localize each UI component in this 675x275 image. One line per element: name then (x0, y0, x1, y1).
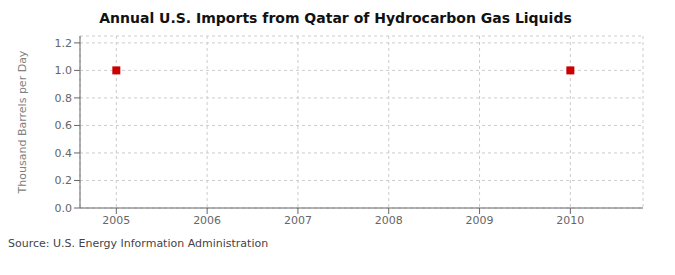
svg-text:2007: 2007 (284, 214, 312, 227)
svg-text:2010: 2010 (556, 214, 584, 227)
svg-text:2009: 2009 (466, 214, 494, 227)
svg-text:1.2: 1.2 (55, 37, 73, 50)
html-text:Source: U.S. Energy Informatio: Source: U.S. Energy Information Administ… (8, 237, 269, 250)
svg-text:1.0: 1.0 (55, 64, 73, 77)
svg-text:0.0: 0.0 (55, 202, 73, 215)
svg-text:0.4: 0.4 (55, 147, 73, 160)
svg-text:Thousand Barrels per Day: Thousand Barrels per Day (16, 50, 29, 194)
svg-text:0.2: 0.2 (55, 174, 73, 187)
svg-text:0.6: 0.6 (55, 119, 73, 132)
svg-text:0.8: 0.8 (55, 92, 73, 105)
svg-text:2005: 2005 (102, 214, 130, 227)
html-text:Annual U.S. Imports from Qatar: Annual U.S. Imports from Qatar of Hydroc… (99, 10, 572, 26)
svg-text:2006: 2006 (193, 214, 221, 227)
svg-text:2008: 2008 (375, 214, 403, 227)
